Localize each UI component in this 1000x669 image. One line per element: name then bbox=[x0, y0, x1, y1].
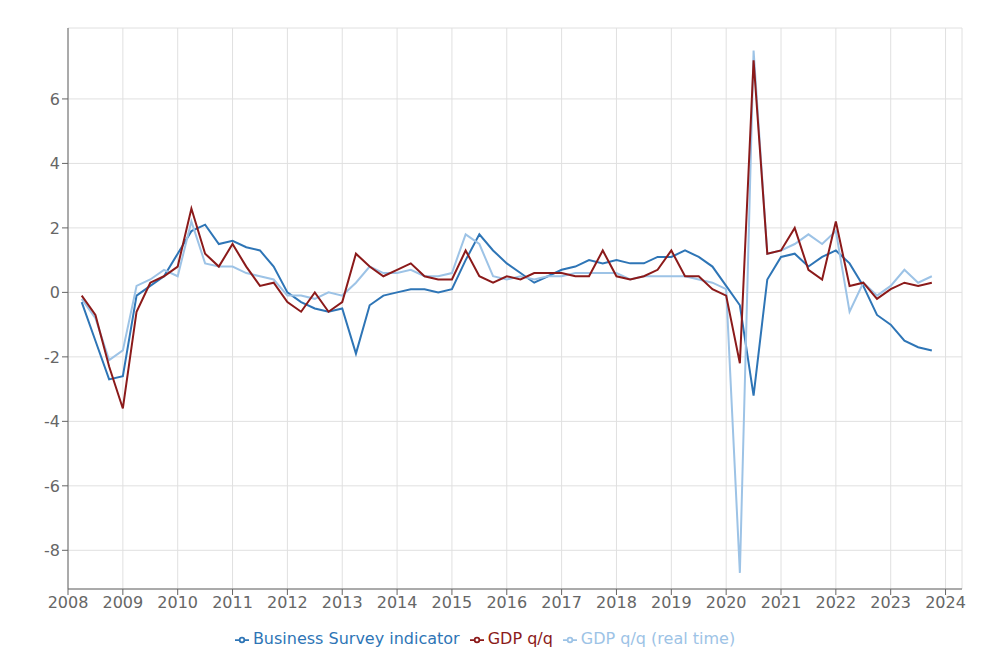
svg-text:2013: 2013 bbox=[322, 593, 363, 612]
svg-text:2008: 2008 bbox=[48, 593, 89, 612]
svg-text:2009: 2009 bbox=[102, 593, 143, 612]
svg-text:2015: 2015 bbox=[432, 593, 473, 612]
html-text:Business Survey indicator: Business Survey indicator bbox=[252, 629, 460, 648]
svg-text:2021: 2021 bbox=[761, 593, 802, 612]
svg-text:-8: -8 bbox=[44, 541, 60, 560]
svg-text:2020: 2020 bbox=[706, 593, 747, 612]
svg-text:4: 4 bbox=[50, 154, 60, 173]
svg-text:-2: -2 bbox=[44, 348, 60, 367]
svg-text:2024: 2024 bbox=[925, 593, 966, 612]
svg-text:-4: -4 bbox=[44, 412, 60, 431]
svg-text:2017: 2017 bbox=[541, 593, 582, 612]
svg-text:2: 2 bbox=[50, 219, 60, 238]
svg-text:2018: 2018 bbox=[596, 593, 637, 612]
svg-text:0: 0 bbox=[50, 283, 60, 302]
svg-text:2010: 2010 bbox=[157, 593, 198, 612]
svg-text:2014: 2014 bbox=[377, 593, 418, 612]
svg-text:-6: -6 bbox=[44, 477, 60, 496]
svg-text:2011: 2011 bbox=[212, 593, 253, 612]
html-text:GDP q/q: GDP q/q bbox=[487, 629, 553, 648]
svg-text:2012: 2012 bbox=[267, 593, 308, 612]
html-text:GDP q/q (real time): GDP q/q (real time) bbox=[580, 629, 736, 648]
svg-text:2016: 2016 bbox=[486, 593, 527, 612]
svg-text:2023: 2023 bbox=[870, 593, 911, 612]
svg-text:2022: 2022 bbox=[815, 593, 856, 612]
svg-text:6: 6 bbox=[50, 90, 60, 109]
svg-text:2019: 2019 bbox=[651, 593, 692, 612]
